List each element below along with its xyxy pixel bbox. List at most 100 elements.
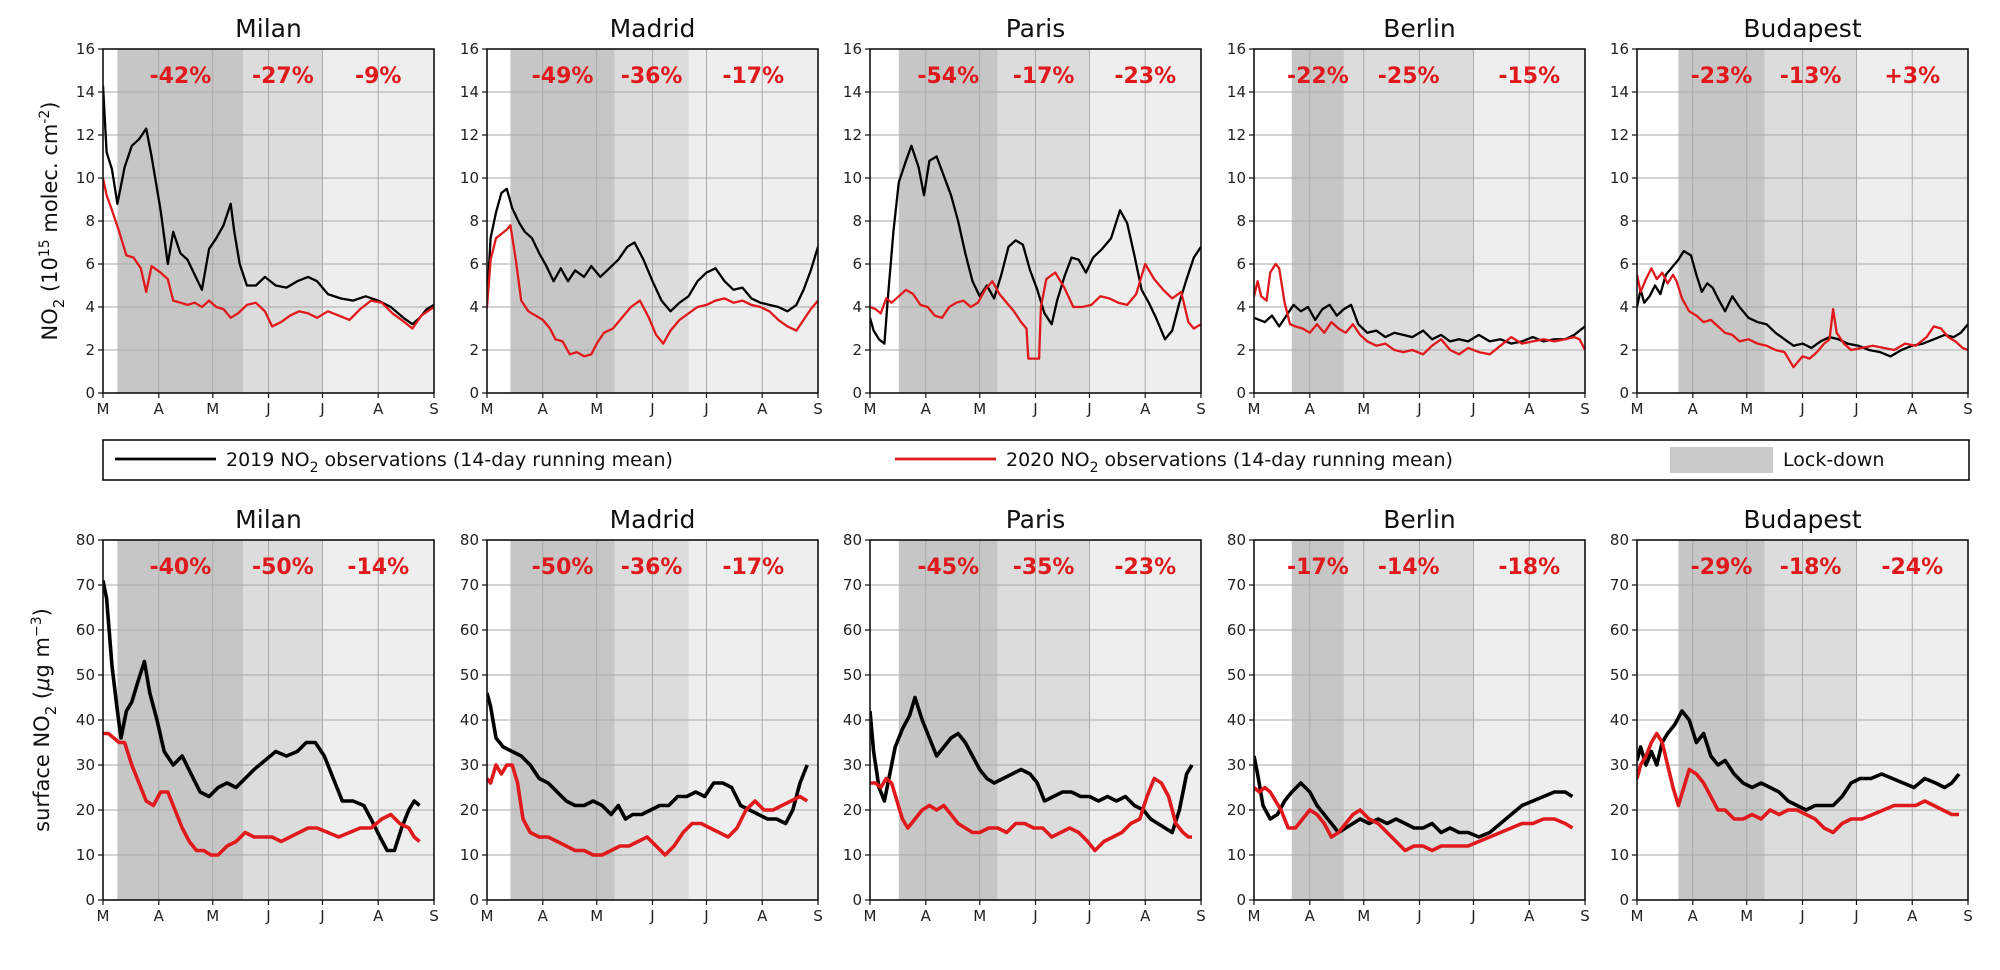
x-tick-label: J (1853, 400, 1858, 418)
y-tick-label: 6 (852, 255, 862, 273)
y-tick-label: 30 (1610, 756, 1629, 774)
percent-change-label: -9% (355, 64, 401, 89)
percent-change-label: -45% (917, 555, 979, 580)
x-tick-label: J (1470, 400, 1475, 418)
x-tick-label: A (1140, 400, 1151, 418)
x-tick-label: M (1248, 907, 1261, 925)
percent-change-label: -54% (917, 64, 979, 89)
y-tick-label: 8 (852, 212, 862, 230)
series-line-obs_2020 (1254, 262, 1585, 356)
percent-change-label: -15% (1498, 64, 1560, 89)
y-tick-label: 10 (1227, 846, 1246, 864)
y-tick-label: 0 (469, 891, 479, 909)
y-tick-label: 40 (1227, 711, 1246, 729)
panel-madrid: 0 10 20 30 40 50 60 70 80 M A M J J A S Madrid -50% -36% -1… (460, 505, 823, 925)
x-tick-label: A (921, 400, 932, 418)
y-tick-label: 16 (76, 40, 95, 58)
y-tick-label: 20 (843, 801, 862, 819)
panel-milan: 0 10 20 30 40 50 60 70 80 M A M J J A S Milan -40% -50% -14… (76, 505, 439, 925)
y-tick-label: 60 (76, 621, 95, 639)
x-tick-label: M (1631, 400, 1644, 418)
series-line-obs_2020 (103, 731, 421, 857)
percent-change-label: -50% (252, 555, 314, 580)
y-tick-label: 12 (843, 126, 862, 144)
percent-change-label: -27% (252, 64, 314, 89)
percent-change-label: -17% (722, 555, 784, 580)
panel-milan: 0 2 4 6 8 10 12 14 16 M A M J J A S Milan -42% -27% -9% (76, 14, 439, 418)
y-tick-label: 60 (1610, 621, 1629, 639)
x-tick-label: S (1963, 400, 1973, 418)
percent-change-label: -35% (1013, 555, 1075, 580)
series-line-obs_2019 (1254, 755, 1574, 839)
y-tick-label: 70 (76, 576, 95, 594)
y-tick-label: 6 (469, 255, 479, 273)
percent-change-label: -13% (1780, 64, 1842, 89)
x-tick-label: A (757, 400, 768, 418)
y-tick-label: 0 (852, 384, 862, 402)
panel-title: Berlin (1383, 14, 1456, 43)
panel-title: Madrid (610, 14, 696, 43)
y-tick-label: 10 (843, 846, 862, 864)
series-line-obs_2020 (1637, 731, 1959, 835)
y-tick-label: 80 (460, 531, 479, 549)
x-tick-label: J (265, 400, 270, 418)
x-tick-label: J (649, 907, 654, 925)
y-tick-label: 20 (76, 801, 95, 819)
y-tick-label: 70 (460, 576, 479, 594)
y-tick-label: 4 (852, 298, 862, 316)
percent-change-label: -42% (149, 64, 211, 89)
percent-change-label: -17% (1287, 555, 1349, 580)
x-tick-label: J (1416, 907, 1421, 925)
x-tick-label: M (206, 907, 219, 925)
percent-change-label: -23% (1691, 64, 1753, 89)
y-tick-label: 2 (1236, 341, 1246, 359)
x-tick-label: S (429, 907, 439, 925)
percent-change-label: -40% (149, 555, 211, 580)
panel-budapest: 0 10 20 30 40 50 60 70 80 M A M J J A S Budapest -29% -18%… (1610, 505, 1973, 925)
y-tick-label: 2 (469, 341, 479, 359)
panel-title: Berlin (1383, 505, 1456, 534)
satellite-row: NO2 (1015 molec. cm-2) 0 2 4 6 8 10 12 14 16 M A M J J… (37, 14, 1973, 418)
x-tick-label: J (1086, 907, 1091, 925)
percent-change-label: -29% (1691, 555, 1753, 580)
y-tick-label: 50 (460, 666, 479, 684)
y-tick-label: 0 (85, 384, 95, 402)
percent-change-label: +3% (1884, 64, 1940, 89)
y-tick-label: 16 (1227, 40, 1246, 58)
panel-title: Budapest (1743, 505, 1861, 534)
y-tick-label: 40 (460, 711, 479, 729)
x-tick-label: S (1580, 400, 1590, 418)
y-tick-label: 12 (76, 126, 95, 144)
series-line-obs_2019 (1637, 249, 1968, 358)
legend-label-2019: 2019 NO2 observations (14-day running me… (226, 449, 673, 476)
percent-change-label: -23% (1114, 555, 1176, 580)
x-tick-label: A (757, 907, 768, 925)
x-tick-label: A (154, 400, 165, 418)
x-tick-label: S (1580, 907, 1590, 925)
x-tick-label: A (921, 907, 932, 925)
x-tick-label: M (1357, 400, 1370, 418)
x-tick-label: J (1416, 400, 1421, 418)
y-tick-label: 40 (1610, 711, 1629, 729)
x-tick-label: J (1853, 907, 1858, 925)
y-tick-label: 12 (460, 126, 479, 144)
y-tick-label: 20 (1227, 801, 1246, 819)
x-tick-label: A (154, 907, 165, 925)
percent-change-label: -18% (1498, 555, 1560, 580)
panel-paris: 0 10 20 30 40 50 60 70 80 M A M J J A S Paris -45% -35% -23… (843, 505, 1206, 925)
percent-change-label: -36% (621, 64, 683, 89)
y-tick-label: 50 (1610, 666, 1629, 684)
y-tick-label: 50 (843, 666, 862, 684)
x-tick-label: A (538, 400, 549, 418)
y-tick-label: 10 (843, 169, 862, 187)
y-tick-label: 0 (1236, 891, 1246, 909)
y-tick-label: 30 (76, 756, 95, 774)
y-axis-label: surface NO2 (μg m−3) (29, 608, 60, 832)
x-tick-label: A (1305, 907, 1316, 925)
x-tick-label: M (590, 907, 603, 925)
y-tick-label: 40 (76, 711, 95, 729)
y-tick-label: 60 (1227, 621, 1246, 639)
y-tick-label: 10 (460, 846, 479, 864)
y-tick-label: 4 (1619, 298, 1629, 316)
y-tick-label: 80 (1610, 531, 1629, 549)
